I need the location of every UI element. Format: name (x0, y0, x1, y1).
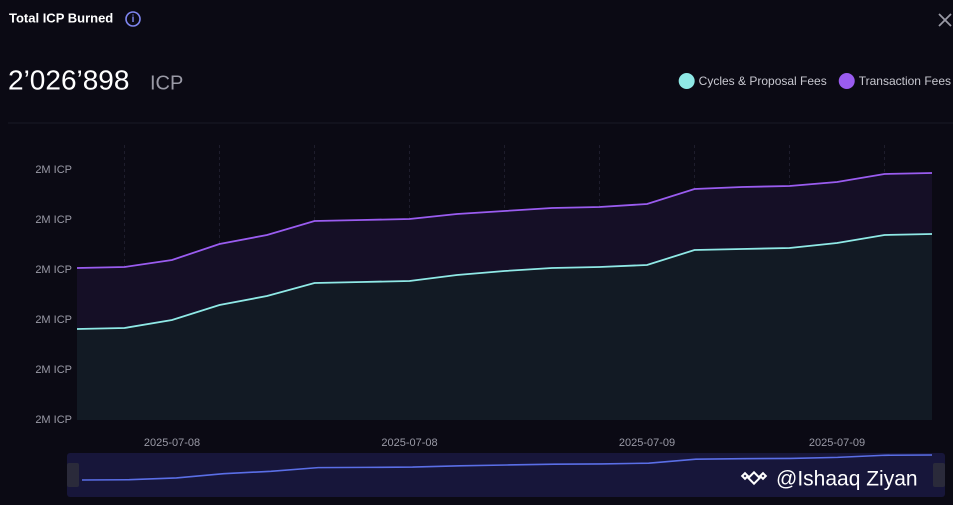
navigator-line (81, 454, 933, 481)
close-button[interactable] (938, 13, 952, 27)
legend-label: Cycles & Proposal Fees (699, 74, 827, 88)
navigator-handle[interactable] (933, 463, 945, 487)
navigator[interactable] (67, 453, 945, 497)
total-unit: ICP (150, 72, 183, 94)
legend-swatch (678, 73, 695, 89)
line (76, 172, 933, 269)
x-tick-label: 2025-07-08 (381, 437, 437, 449)
area (77, 173, 932, 329)
legend-label: Transaction Fees (859, 74, 951, 88)
legend-swatch (838, 73, 855, 89)
watermark-logo (740, 470, 768, 486)
info-icon[interactable]: i (125, 11, 141, 27)
y-tick-label: 2M ICP (35, 414, 72, 426)
legend: Transaction Fees Cycles & Proposal Fees (678, 73, 951, 89)
watermark: @Ishaaq Ziyan (776, 468, 918, 491)
chart-title: Total ICP Burned (9, 10, 113, 25)
y-tick-label: 2M ICP (35, 364, 72, 376)
total-value: 2’026’898 (8, 64, 129, 95)
area (77, 234, 932, 420)
x-tick-label: 2025-07-08 (144, 437, 200, 449)
line (76, 233, 933, 330)
svg-text:i: i (132, 14, 135, 25)
x-tick-label: 2025-07-09 (619, 437, 675, 449)
y-tick-label: 2M ICP (35, 214, 72, 226)
x-tick-label: 2025-07-09 (809, 437, 865, 449)
y-tick-label: 2M ICP (35, 314, 72, 326)
y-tick-label: 2M ICP (35, 164, 72, 176)
navigator-handle[interactable] (67, 463, 79, 487)
y-tick-label: 2M ICP (35, 264, 72, 276)
